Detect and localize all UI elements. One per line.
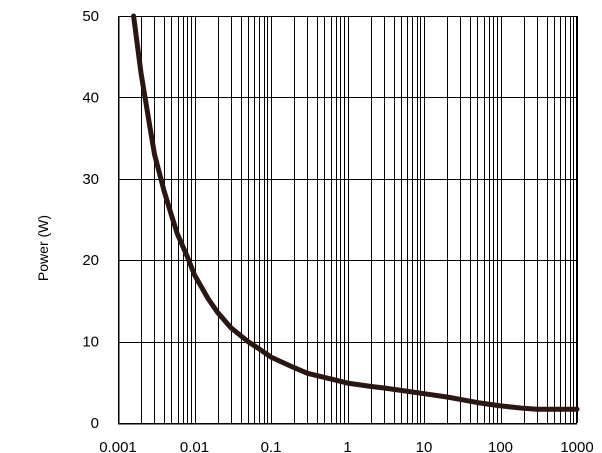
grid-lines — [118, 16, 578, 424]
y-tick-label: 0 — [91, 415, 99, 432]
x-tick-label: 0.01 — [180, 439, 209, 453]
x-tick-label: 10 — [416, 439, 433, 453]
power-curve-line — [134, 16, 577, 409]
x-tick-label: 1000 — [560, 439, 593, 453]
y-tick-label: 20 — [82, 252, 99, 269]
y-tick-labels: 0 10 20 30 40 50 — [82, 8, 99, 432]
y-axis-label: Power (W) — [35, 215, 51, 281]
x-tick-label: 0.1 — [261, 439, 282, 453]
x-tick-label: 1 — [343, 439, 351, 453]
y-tick-label: 30 — [82, 171, 99, 188]
x-tick-label: 100 — [488, 439, 513, 453]
y-tick-label: 40 — [82, 89, 99, 106]
x-tick-label: 0.001 — [99, 439, 137, 453]
y-tick-label: 10 — [82, 334, 99, 351]
y-tick-label: 50 — [82, 8, 99, 25]
x-tick-labels: 0.001 0.01 0.1 1 10 100 1000 — [99, 439, 593, 453]
